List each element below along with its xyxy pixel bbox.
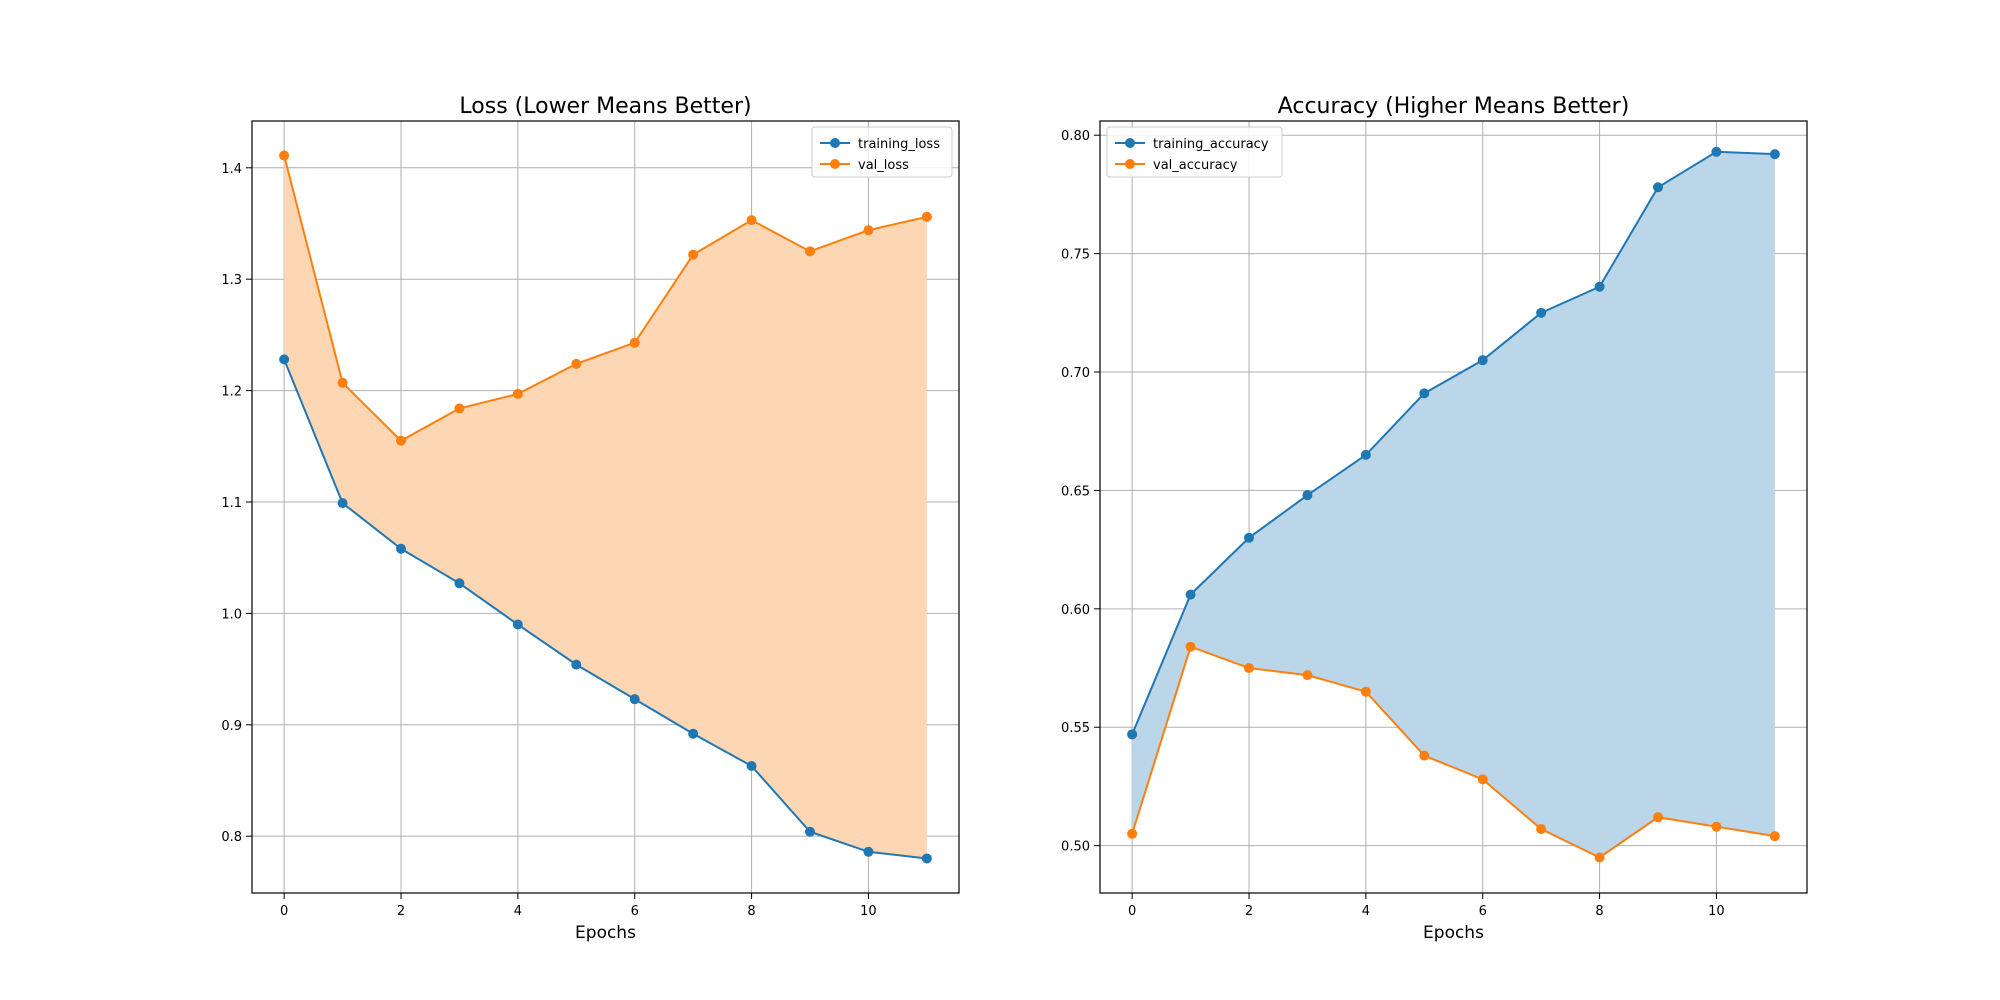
data-point-training_loss (454, 578, 465, 589)
data-point-val_loss (863, 225, 874, 236)
data-point-val_loss (454, 403, 465, 414)
legend-label: training_loss (858, 137, 940, 152)
data-point-training_loss (805, 826, 816, 837)
legend-swatch-marker (830, 159, 840, 169)
data-point-val_accuracy (1653, 812, 1664, 823)
y-tick-label: 1.2 (221, 385, 242, 400)
data-point-training_accuracy (1127, 729, 1138, 740)
data-point-training_accuracy (1594, 281, 1605, 292)
x-axis-label: Epochs (1423, 923, 1484, 943)
series-line-training_accuracy (1131, 150, 1775, 735)
y-tick-label: 1.3 (221, 273, 242, 288)
data-point-val_accuracy (1477, 774, 1488, 785)
y-tick-label: 1.1 (221, 496, 242, 511)
data-point-training_loss (921, 853, 932, 864)
x-tick-label: 0 (280, 904, 288, 919)
data-point-val_loss (746, 215, 757, 226)
y-tick-label: 0.9 (221, 719, 242, 734)
data-point-training_accuracy (1243, 532, 1254, 543)
x-axis-label: Epochs (575, 923, 636, 943)
data-point-val_accuracy (1711, 821, 1722, 832)
series-line-val_loss (283, 155, 928, 442)
series-line-training_loss (283, 359, 927, 860)
data-point-val_loss (337, 377, 348, 388)
x-tick-label: 2 (1245, 904, 1253, 919)
data-point-val_accuracy (1302, 670, 1313, 681)
data-point-val_accuracy (1243, 663, 1254, 674)
data-point-training_accuracy (1477, 355, 1488, 366)
data-point-val_loss (629, 337, 640, 348)
data-point-val_accuracy (1185, 641, 1196, 652)
data-point-training_accuracy (1302, 490, 1313, 501)
accuracy-chart: 0 2 4 6 8 10 0.50 0.55 0.60 0.65 0.70 0.75 0.80 Accur… (1061, 94, 1808, 943)
data-point-val_loss (805, 246, 816, 257)
legend-swatch-marker (830, 138, 840, 148)
y-tick-label: 0.80 (1061, 129, 1090, 144)
data-point-val_loss (279, 150, 290, 161)
y-tick-label: 1.0 (221, 607, 242, 622)
y-tick-label: 0.50 (1061, 840, 1090, 855)
data-point-val_accuracy (1536, 824, 1547, 835)
axes-frame (1099, 120, 1808, 894)
data-point-training_loss (395, 543, 406, 554)
fill-between-area (284, 155, 927, 859)
data-point-training_accuracy (1360, 449, 1371, 460)
x-tick-label: 10 (1708, 904, 1725, 919)
legend-label: val_loss (858, 158, 909, 173)
x-tick-label: 4 (514, 904, 522, 919)
y-tick-label: 0.55 (1061, 721, 1090, 736)
data-point-training_accuracy (1769, 149, 1780, 160)
data-point-val_loss (512, 388, 523, 399)
data-point-training_loss (571, 659, 582, 670)
data-point-val_accuracy (1360, 686, 1371, 697)
data-point-training_accuracy (1536, 307, 1547, 318)
chart-title: Accuracy (Higher Means Better) (1278, 94, 1630, 119)
data-point-training_loss (688, 728, 699, 739)
x-tick-label: 4 (1362, 904, 1370, 919)
data-point-val_accuracy (1594, 852, 1605, 863)
data-point-val_loss (921, 211, 932, 222)
data-point-training_loss (863, 846, 874, 857)
x-tick-label: 6 (1479, 904, 1487, 919)
y-tick-label: 0.8 (221, 830, 242, 845)
x-tick-label: 8 (1595, 904, 1603, 919)
series-line-val_accuracy (1131, 645, 1776, 859)
y-tick-label: 0.70 (1061, 366, 1090, 381)
data-point-training_accuracy (1185, 589, 1196, 600)
data-point-val_loss (571, 358, 582, 369)
data-point-training_accuracy (1711, 146, 1722, 157)
x-tick-label: 6 (631, 904, 639, 919)
data-point-val_accuracy (1769, 831, 1780, 842)
data-point-val_accuracy (1419, 750, 1430, 761)
data-point-training_loss (279, 354, 290, 365)
data-point-training_accuracy (1419, 388, 1430, 399)
x-tick-label: 0 (1128, 904, 1136, 919)
data-point-training_accuracy (1653, 182, 1664, 193)
chart-title: Loss (Lower Means Better) (459, 94, 751, 119)
y-tick-label: 0.60 (1061, 603, 1090, 618)
legend-swatch-marker (1125, 159, 1135, 169)
x-tick-label: 2 (397, 904, 405, 919)
x-tick-label: 10 (860, 904, 877, 919)
data-point-val_accuracy (1127, 828, 1138, 839)
data-point-val_loss (688, 249, 699, 260)
data-point-training_loss (629, 694, 640, 705)
y-tick-label: 0.65 (1061, 484, 1090, 499)
data-point-training_loss (746, 761, 757, 772)
legend-label: val_accuracy (1153, 158, 1238, 173)
legend-swatch-marker (1125, 138, 1135, 148)
data-point-val_loss (395, 435, 406, 446)
axes-frame (251, 120, 960, 894)
data-point-training_loss (512, 619, 523, 630)
fill-between-area (1132, 151, 1775, 858)
y-tick-label: 0.75 (1061, 248, 1090, 263)
loss-chart: 0 2 4 6 8 10 0.8 0.9 1.0 1.1 1.2 1.3 1.4 Loss (Lower … (221, 94, 960, 943)
legend-label: training_accuracy (1153, 137, 1269, 152)
y-tick-label: 1.4 (221, 162, 242, 177)
x-tick-label: 8 (747, 904, 755, 919)
data-point-training_loss (337, 498, 348, 509)
legend-box (1106, 126, 1283, 178)
